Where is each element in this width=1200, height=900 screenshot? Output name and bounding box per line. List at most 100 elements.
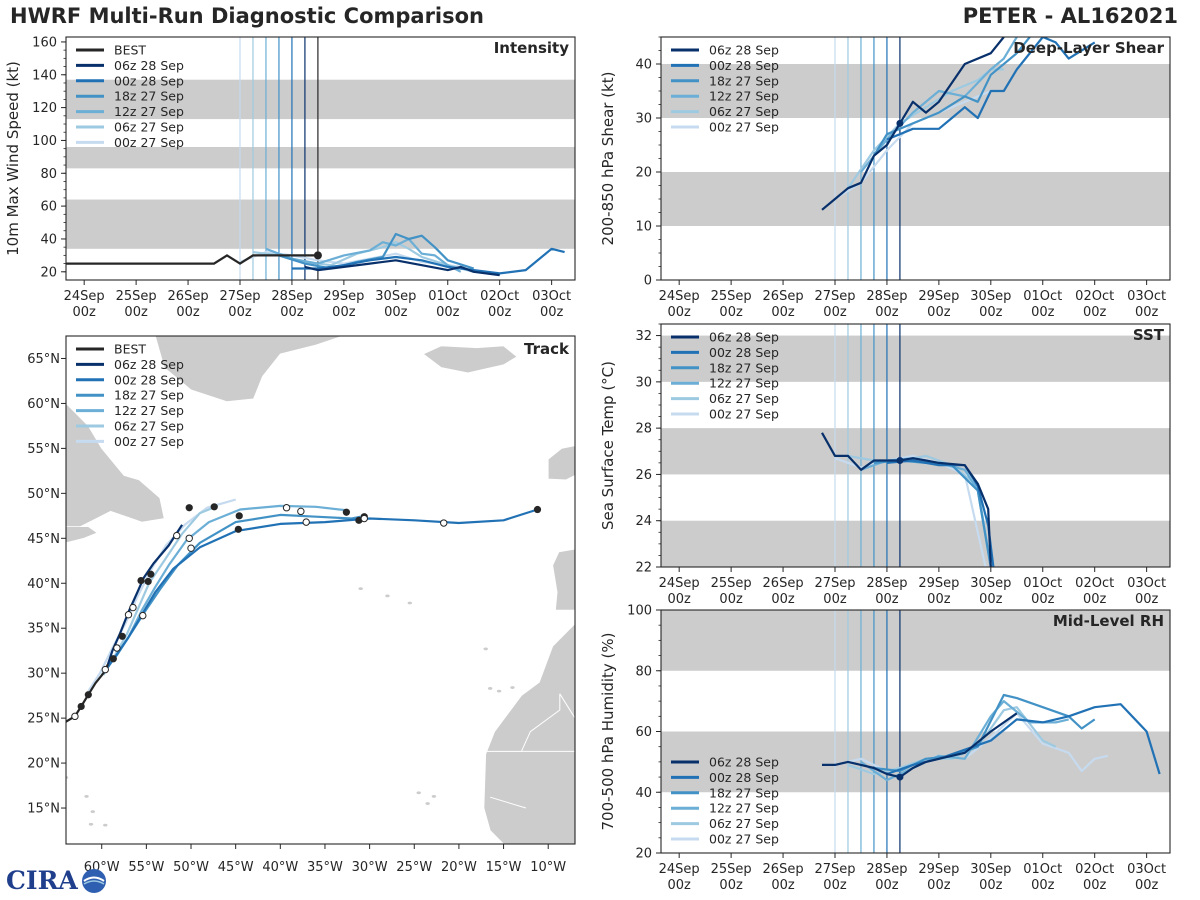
x-tick-label: 00z xyxy=(1031,878,1055,893)
legend-label: BEST xyxy=(114,342,146,357)
threshold-band xyxy=(661,610,1170,671)
x-tick-label: 24Sep xyxy=(64,289,105,304)
track-point-12z xyxy=(124,611,133,619)
x-tick-label: 03Oct xyxy=(532,289,571,304)
island xyxy=(103,823,108,827)
y-tick-label: 20 xyxy=(635,166,652,181)
legend-label: 00z 27 Sep xyxy=(709,832,779,847)
x-tick-label: 00z xyxy=(1031,305,1055,320)
x-tick-label: 24Sep xyxy=(659,289,700,304)
globe-icon xyxy=(81,868,106,893)
x-tick-label: 26Sep xyxy=(763,289,804,304)
x-tick-label: 29Sep xyxy=(918,289,959,304)
plot-area xyxy=(661,324,1170,567)
threshold-band xyxy=(661,335,1170,382)
init-marker xyxy=(896,773,904,781)
island xyxy=(416,791,421,795)
x-tick-label: 00z xyxy=(667,592,691,607)
track-point-00z xyxy=(84,691,92,699)
y-tick-label: 140 xyxy=(32,68,57,83)
track-point-12z xyxy=(71,712,79,721)
y-tick-label: 40 xyxy=(635,58,652,73)
legend-label: 18z 27 Sep xyxy=(709,785,779,800)
series-line xyxy=(822,712,1018,779)
y-tick-label: 24 xyxy=(635,514,652,529)
x-tick-label: 00z xyxy=(875,305,899,320)
y-tick-label: 100 xyxy=(32,134,57,149)
lon-tick-label: 20°W xyxy=(441,860,477,875)
island xyxy=(385,594,390,598)
y-tick-label: 32 xyxy=(635,329,652,344)
x-tick-label: 00z xyxy=(927,592,951,607)
track-point-00z xyxy=(533,505,542,514)
panel-title: Track xyxy=(524,340,570,358)
y-tick-label: 20 xyxy=(40,265,57,280)
x-tick-label: 01Oct xyxy=(428,289,467,304)
x-tick-label: 00z xyxy=(719,878,743,893)
track-point-12z xyxy=(297,507,305,516)
panel-title: Deep-Layer Shear xyxy=(1013,39,1164,57)
legend-label: 00z 27 Sep xyxy=(114,434,184,449)
track-point-00z xyxy=(118,632,126,640)
x-tick-label: 00z xyxy=(72,305,96,320)
x-tick-label: 28Sep xyxy=(866,289,907,304)
track-point-00z xyxy=(147,570,155,578)
land-polygon xyxy=(422,345,518,374)
panel-track: 60°W 55°W 50°W 45°W 40°W 35°W 30°W 25°W 20°W 15°W… xyxy=(27,335,576,875)
axes-frame xyxy=(660,323,1171,568)
x-tick-label: 00z xyxy=(979,878,1003,893)
x-tick-label: 30Sep xyxy=(970,289,1011,304)
track-point-12z xyxy=(139,611,147,620)
threshold-band xyxy=(66,147,575,169)
lat-tick-label: 60°N xyxy=(27,397,60,412)
track-point-00z xyxy=(77,702,85,711)
x-tick-label: 25Sep xyxy=(711,862,752,877)
lon-tick-label: 45°W xyxy=(218,860,254,875)
island xyxy=(487,687,493,690)
country-border xyxy=(485,693,561,752)
x-tick-label: 00z xyxy=(1031,592,1055,607)
legend-label: 00z 27 Sep xyxy=(709,407,779,422)
lat-tick-label: 40°N xyxy=(27,577,60,592)
legend-label: 12z 27 Sep xyxy=(709,801,779,816)
plot-area xyxy=(661,610,1170,853)
x-tick-label: 00z xyxy=(436,305,460,320)
forecast-track xyxy=(102,513,361,672)
land-polygon xyxy=(66,336,165,535)
map-area xyxy=(66,336,575,844)
y-axis-label: 10m Max Wind Speed (kt) xyxy=(4,61,22,256)
series-line xyxy=(291,247,565,275)
island xyxy=(84,794,89,798)
x-tick-label: 02Oct xyxy=(1075,862,1114,877)
x-tick-label: 30Sep xyxy=(970,576,1011,591)
x-tick-label: 00z xyxy=(719,592,743,607)
x-tick-label: 02Oct xyxy=(1075,289,1114,304)
legend-label: 00z 27 Sep xyxy=(709,120,779,135)
island xyxy=(358,587,363,591)
y-tick-label: 10 xyxy=(635,220,652,235)
series-line xyxy=(886,37,1096,141)
x-tick-label: 00z xyxy=(927,305,951,320)
y-tick-label: 30 xyxy=(635,375,652,390)
threshold-band xyxy=(661,64,1170,118)
island xyxy=(407,601,412,605)
y-tick-label: 160 xyxy=(32,35,57,50)
track-point-00z xyxy=(144,577,152,586)
x-tick-label: 00z xyxy=(1083,592,1107,607)
y-tick-label: 28 xyxy=(635,422,652,437)
x-tick-label: 00z xyxy=(667,878,691,893)
x-tick-label: 29Sep xyxy=(918,576,959,591)
legend-label: 06z 28 Sep xyxy=(709,330,779,345)
x-tick-label: 01Oct xyxy=(1023,862,1062,877)
x-tick-label: 29Sep xyxy=(918,862,959,877)
island xyxy=(496,689,502,693)
x-tick-label: 00z xyxy=(823,878,847,893)
track-point-12z xyxy=(302,518,310,526)
x-tick-label: 00z xyxy=(1135,592,1159,607)
y-tick-label: 30 xyxy=(635,112,652,127)
x-tick-label: 25Sep xyxy=(116,289,157,304)
lat-tick-label: 55°N xyxy=(27,442,60,457)
y-axis-label: Sea Surface Temp (°C) xyxy=(599,361,617,530)
x-tick-label: 29Sep xyxy=(323,289,364,304)
track-point-12z xyxy=(185,534,193,543)
